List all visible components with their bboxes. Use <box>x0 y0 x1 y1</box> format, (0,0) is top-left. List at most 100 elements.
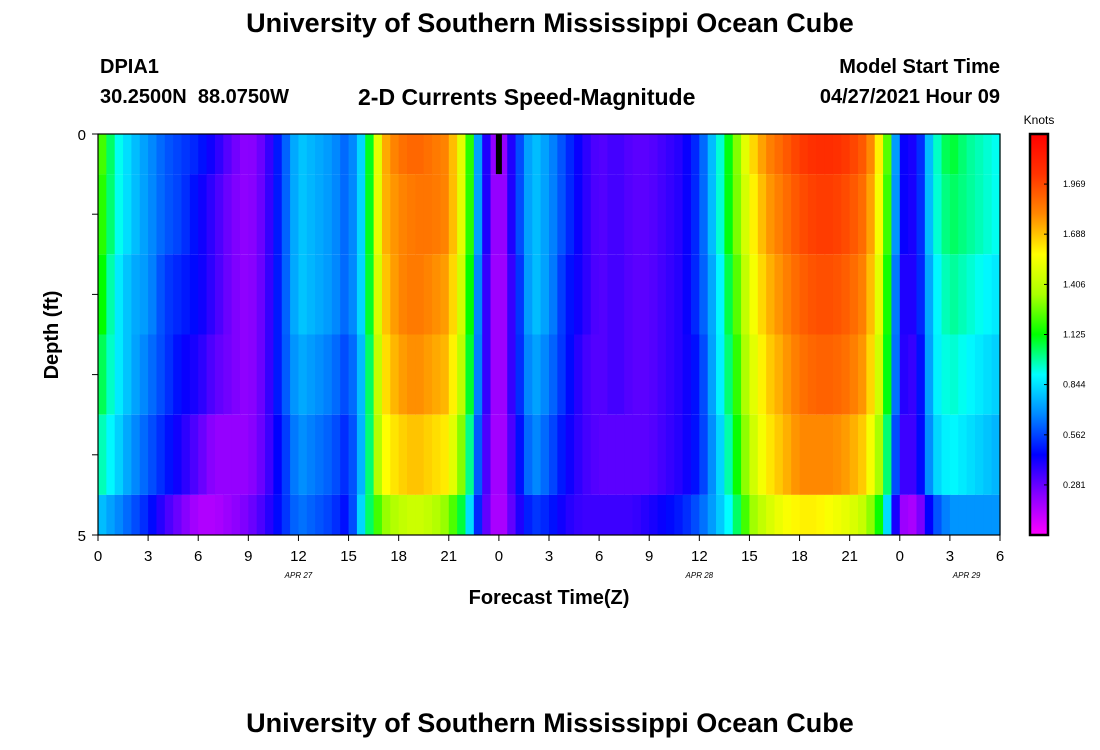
heatmap-cell <box>148 174 158 255</box>
heatmap-cell <box>98 334 107 415</box>
heatmap-cell <box>315 174 325 255</box>
heatmap-cell <box>423 134 433 175</box>
x-tick-label: 3 <box>144 548 152 565</box>
heatmap-cell <box>615 254 625 335</box>
heatmap-cell <box>482 254 492 335</box>
page-title-top: University of Southern Mississippi Ocean… <box>246 8 854 38</box>
heatmap-cell <box>582 334 592 415</box>
heatmap-cell <box>532 174 542 255</box>
heatmap-cell <box>799 494 809 535</box>
heatmap-cell <box>348 414 358 495</box>
heatmap-cell <box>390 134 400 175</box>
heatmap-cell <box>565 494 575 535</box>
heatmap-cell <box>223 334 233 415</box>
heatmap-cell <box>198 174 208 255</box>
heatmap-cell <box>490 254 500 335</box>
heatmap-cell <box>540 414 550 495</box>
heatmap-cell <box>607 334 617 415</box>
heatmap-cell <box>858 414 867 495</box>
heatmap-cell <box>632 174 642 255</box>
heatmap-cell <box>991 254 1001 335</box>
heatmap-cell <box>256 494 266 535</box>
heatmap-cell <box>181 414 191 495</box>
heatmap-cell <box>766 494 776 535</box>
date-label: APR 29 <box>952 571 981 580</box>
heatmap-cell <box>306 134 316 175</box>
heatmap-cell <box>624 334 634 415</box>
heatmap-cell <box>390 334 400 415</box>
heatmap-cell <box>315 134 325 175</box>
heatmap-cell <box>457 134 467 175</box>
heatmap-cell <box>131 254 141 335</box>
heatmap-cell <box>607 254 617 335</box>
heatmap-cell <box>674 334 684 415</box>
heatmap-cell <box>315 334 325 415</box>
heatmap-cell <box>356 174 366 255</box>
heatmap-cell <box>323 414 333 495</box>
heatmap-cell <box>732 254 742 335</box>
heatmap-cell <box>482 174 492 255</box>
heatmap-cell <box>565 254 575 335</box>
heatmap-cell <box>816 494 826 535</box>
heatmap-cell <box>507 414 517 495</box>
heatmap-cell <box>123 254 133 335</box>
heatmap-cell <box>465 254 475 335</box>
heatmap-cell <box>782 334 792 415</box>
heatmap-cell <box>298 254 308 335</box>
heatmap-cell <box>123 174 133 255</box>
heatmap-cell <box>832 174 842 255</box>
heatmap-cell <box>373 254 383 335</box>
heatmap-cell <box>198 334 208 415</box>
heatmap-cell <box>482 334 492 415</box>
heatmap-cell <box>448 134 458 175</box>
heatmap-cell <box>398 414 408 495</box>
heatmap-cell <box>323 254 333 335</box>
heatmap-cell <box>214 254 224 335</box>
heatmap-cell <box>966 494 976 535</box>
heatmap-cell <box>440 414 450 495</box>
heatmap-cell <box>941 494 951 535</box>
heatmap-cell <box>640 494 650 535</box>
heatmap-cell <box>949 414 959 495</box>
heatmap-cell <box>624 494 634 535</box>
heatmap-cell <box>933 334 943 415</box>
heatmap-cell <box>139 494 149 535</box>
heatmap-cell <box>373 414 383 495</box>
heatmap-cell <box>590 494 600 535</box>
heatmap-cell <box>507 134 517 175</box>
heatmap-cell <box>156 414 166 495</box>
heatmap-cell <box>632 254 642 335</box>
heatmap-cell <box>223 414 233 495</box>
x-axis-label: Forecast Time(Z) <box>469 587 630 609</box>
heatmap-cell <box>841 254 851 335</box>
heatmap-cell <box>106 414 116 495</box>
heatmap-cell <box>348 334 358 415</box>
heatmap-cell <box>682 494 692 535</box>
heatmap-cell <box>381 494 391 535</box>
heatmap-cell <box>724 174 734 255</box>
heatmap-cell <box>198 254 208 335</box>
heatmap-cell <box>549 174 558 255</box>
heatmap-cells <box>98 134 1001 535</box>
x-tick-label: 21 <box>841 548 858 565</box>
heatmap-cell <box>724 334 734 415</box>
heatmap-cell <box>607 414 617 495</box>
heatmap-cell <box>657 174 667 255</box>
x-tick-label: 15 <box>741 548 758 565</box>
heatmap-cell <box>565 334 575 415</box>
heatmap-cell <box>214 134 224 175</box>
heatmap-cell <box>173 134 183 175</box>
heatmap-cell <box>248 494 258 535</box>
heatmap-cell <box>465 414 475 495</box>
heatmap-cell <box>615 414 625 495</box>
heatmap-cell <box>490 414 500 495</box>
x-tick-label: 18 <box>791 548 808 565</box>
heatmap-cell <box>816 134 826 175</box>
heatmap-cell <box>891 174 901 255</box>
heatmap-cell <box>749 334 759 415</box>
heatmap-cell <box>331 134 341 175</box>
page-title-bottom: University of Southern Mississippi Ocean… <box>246 708 854 738</box>
heatmap-cell <box>665 174 675 255</box>
heatmap-cell <box>473 334 483 415</box>
heatmap-cell <box>440 494 450 535</box>
